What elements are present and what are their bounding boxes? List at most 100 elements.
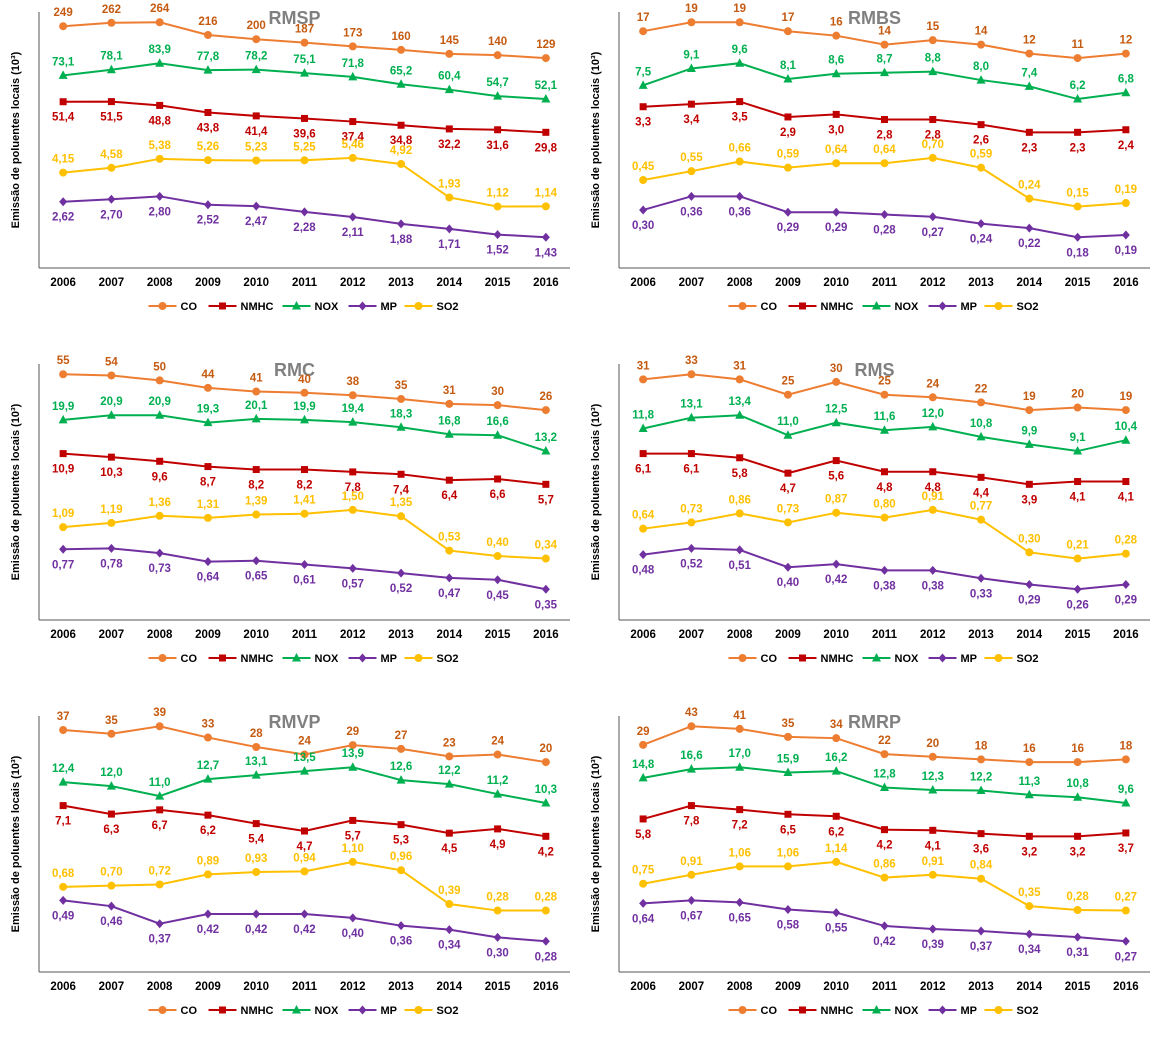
data-label: 8,1 <box>780 60 797 72</box>
data-point <box>252 156 261 165</box>
data-label: 30 <box>830 363 843 375</box>
data-label: 0,78 <box>100 558 123 570</box>
data-label: 0,59 <box>970 149 992 161</box>
data-label: 43,8 <box>197 123 220 135</box>
data-point <box>59 726 68 735</box>
data-point <box>1121 936 1130 946</box>
data-label: 14 <box>975 26 988 38</box>
data-label: 48,8 <box>148 115 171 127</box>
data-label: 0,91 <box>680 856 703 868</box>
data-label: 0,36 <box>728 206 750 218</box>
data-point <box>977 515 986 524</box>
data-label: 65,2 <box>390 65 412 77</box>
x-tick-label: 2014 <box>437 981 463 993</box>
data-point <box>301 114 308 122</box>
legend-marker <box>158 1006 167 1014</box>
data-point <box>1122 829 1130 837</box>
data-label: 11,6 <box>874 411 896 423</box>
data-point <box>639 550 648 560</box>
legend-item-so2: SO2 <box>984 301 1039 313</box>
data-point <box>203 383 212 392</box>
data-point <box>1121 435 1131 444</box>
data-label: 4,7 <box>297 841 313 853</box>
data-point <box>976 75 986 84</box>
data-point <box>397 821 405 829</box>
data-label: 19 <box>1023 391 1036 403</box>
data-point <box>686 764 696 773</box>
data-label: 3,9 <box>1021 494 1037 506</box>
legend-marker <box>219 302 226 310</box>
data-label: 24 <box>926 378 939 390</box>
data-label: 13,2 <box>535 432 557 444</box>
data-label: 0,55 <box>825 923 848 935</box>
data-point <box>203 156 212 165</box>
x-tick-label: 2012 <box>340 629 366 641</box>
data-point <box>300 750 309 759</box>
data-point <box>156 457 164 465</box>
data-label: 8,2 <box>248 480 264 492</box>
series-mp: 0,49 0,46 0,37 0,42 0,42 0,42 0,40 0,36 0,34 0,30… <box>52 895 558 963</box>
x-tick-label: 2008 <box>147 629 173 641</box>
data-label: 0,30 <box>486 947 508 959</box>
series-mp: 0,77 0,78 0,73 0,64 0,65 0,61 0,57 0,52 0,47 0,45… <box>52 543 558 611</box>
data-point <box>251 770 261 779</box>
data-label: 16 <box>1071 743 1084 755</box>
legend-item-so2: SO2 <box>984 653 1039 665</box>
x-tick-label: 2011 <box>872 981 898 993</box>
data-label: 2,3 <box>1021 142 1037 154</box>
x-tick-label: 2014 <box>1017 629 1043 641</box>
data-point <box>735 897 744 907</box>
data-point <box>203 870 212 879</box>
legend-marker <box>158 654 167 662</box>
data-label: 0,26 <box>1066 599 1088 611</box>
data-point <box>445 476 453 484</box>
data-point <box>832 734 841 743</box>
data-point <box>155 376 164 385</box>
data-label: 0,47 <box>438 588 460 600</box>
data-label: 0,37 <box>970 941 992 953</box>
data-point <box>928 752 937 761</box>
data-label: 18 <box>1119 740 1132 752</box>
legend-marker <box>738 1006 747 1014</box>
legend-label: SO2 <box>1017 653 1039 665</box>
data-label: 2,6 <box>973 135 989 147</box>
data-point <box>638 772 648 782</box>
data-label: 7,2 <box>732 820 748 832</box>
chart-panel: RMRP Emissão de poluentes locais (10³) 200… <box>585 704 1160 1044</box>
data-label: 4,8 <box>877 482 894 494</box>
data-point <box>59 882 68 891</box>
data-label: 0,28 <box>535 951 558 963</box>
data-point <box>494 825 502 833</box>
series-line <box>63 156 546 208</box>
data-label: 78,2 <box>245 51 267 63</box>
data-label: 0,59 <box>777 149 799 161</box>
x-tick-label: 2015 <box>485 277 511 289</box>
y-axis-label: Emissão de poluentes locais (10³) <box>590 51 602 228</box>
data-point <box>687 191 696 201</box>
data-label: 173 <box>343 27 362 39</box>
data-point <box>203 774 213 783</box>
legend-item-co: CO <box>728 653 777 665</box>
data-point <box>687 450 695 458</box>
data-label: 0,36 <box>680 206 702 218</box>
data-label: 9,6 <box>732 44 748 56</box>
x-tick-label: 2008 <box>147 277 173 289</box>
data-point <box>880 750 889 759</box>
x-tick-label: 2012 <box>340 981 366 993</box>
data-point <box>445 193 454 202</box>
x-tick-label: 2007 <box>679 277 705 289</box>
data-label: 1,43 <box>535 247 557 259</box>
data-label: 6,1 <box>635 464 652 476</box>
data-point <box>541 798 551 807</box>
data-point <box>639 27 648 36</box>
data-label: 6,7 <box>152 820 168 832</box>
chart-title: RMRP <box>848 712 901 732</box>
data-label: 0,67 <box>680 910 702 922</box>
data-point <box>107 543 116 553</box>
legend-label: NMHC <box>241 653 274 665</box>
data-point <box>541 554 550 563</box>
data-point <box>1121 49 1130 58</box>
x-tick-label: 2008 <box>727 981 753 993</box>
legend-label: NOX <box>315 653 340 665</box>
legend-label: NMHC <box>241 1005 274 1017</box>
